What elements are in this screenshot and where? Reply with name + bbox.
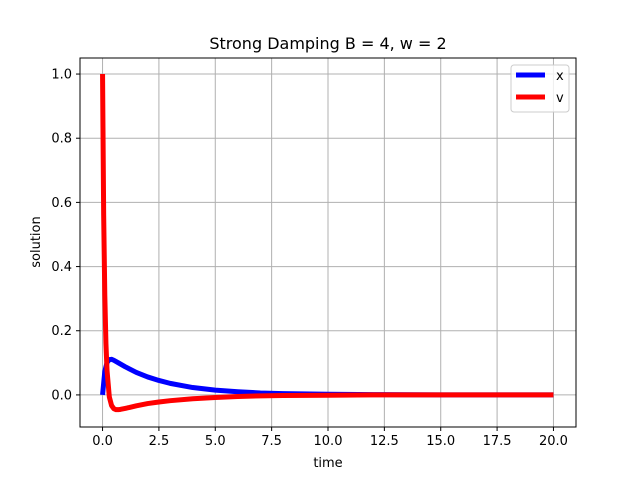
grid xyxy=(80,58,576,427)
legend-label-x: x xyxy=(556,69,564,84)
y-tick-label: 0.8 xyxy=(51,132,72,147)
y-tick-label: 0.4 xyxy=(51,260,72,275)
y-tick-label: 1.0 xyxy=(51,68,72,83)
x-tick-label: 10.0 xyxy=(314,434,343,449)
y-tick-label: 0.0 xyxy=(51,388,72,403)
x-tick-label: 2.5 xyxy=(149,434,170,449)
y-tick-label: 0.2 xyxy=(51,324,72,339)
x-tick-label: 17.5 xyxy=(483,434,512,449)
ticks: 0.0 2.5 5.0 7.5 10.0 12.5 15.0 17.5 20.0 0.0 0.2 0.… xyxy=(51,68,568,449)
legend-label-v: v xyxy=(556,91,564,106)
y-tick-label: 0.6 xyxy=(51,196,72,211)
x-tick-label: 0.0 xyxy=(92,434,113,449)
x-tick-label: 7.5 xyxy=(261,434,282,449)
x-tick-label: 20.0 xyxy=(539,434,568,449)
x-tick-label: 12.5 xyxy=(370,434,399,449)
legend: x v xyxy=(510,64,570,113)
series-group xyxy=(100,74,554,413)
series-line-v xyxy=(100,74,554,413)
chart-title: Strong Damping B = 4, w = 2 xyxy=(209,34,446,53)
x-tick-label: 15.0 xyxy=(426,434,455,449)
x-axis-label: time xyxy=(313,456,342,471)
y-axis-label: solution xyxy=(29,216,44,267)
x-tick-label: 5.0 xyxy=(205,434,226,449)
